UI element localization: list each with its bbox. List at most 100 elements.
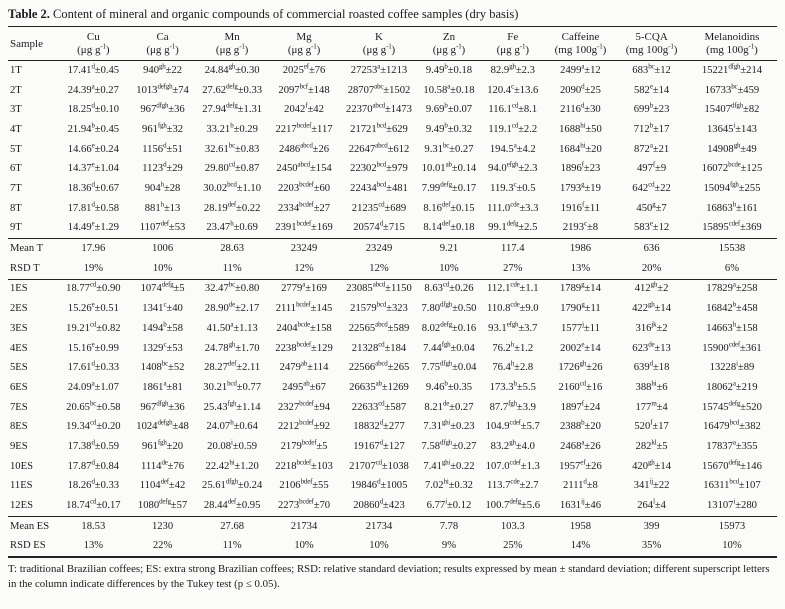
sample-label: 5T [10, 143, 22, 155]
cell: 15.16e±0.99 [67, 339, 119, 354]
cell: 940gh±22 [143, 62, 183, 76]
cell: 17.41d±0.45 [67, 62, 120, 76]
sample-label: 12ES [10, 500, 33, 512]
table-section: Mean T 17.96 1006 28.63 23249 23249 9.21 117.4 1… [8, 238, 777, 279]
cell: 2273bcdef±70 [277, 497, 331, 512]
cell: 16311bcd±107 [703, 477, 761, 492]
sample-label: 8ES [10, 421, 28, 433]
cell: 15538 [718, 243, 746, 255]
cell: 699b±23 [633, 101, 670, 116]
cell: 20.65bc±0.58 [66, 399, 121, 413]
cell: 113.7cde±2.7 [486, 477, 539, 492]
cell: 2327bcdef±94 [277, 399, 331, 413]
cell: 2097bcf±148 [278, 82, 330, 96]
cell: 341ij±22 [633, 477, 670, 492]
cell: 27.68 [220, 520, 245, 532]
cell: 24.78gh±1.70 [204, 339, 260, 354]
cell: 11% [222, 262, 242, 274]
table-row: 10ES 17.87d±0.84 1114de±76 22.42hi±1.20 2218… [8, 457, 777, 477]
cell: 15094fgh±255 [703, 180, 761, 195]
cell: 27% [503, 262, 523, 274]
cell: 18.53 [81, 520, 106, 532]
cell: 9.49b±0.32 [425, 121, 473, 135]
cell: 24.07h±0.64 [206, 418, 258, 433]
cell: 422gh±14 [632, 300, 672, 315]
cell: 623de±13 [632, 339, 671, 354]
cell: 1006 [151, 243, 174, 255]
cell: 1793g±19 [559, 180, 601, 195]
sample-label: 8T [10, 202, 22, 214]
cell: 24.84gh±0.30 [204, 62, 260, 76]
sample-label: 5ES [10, 362, 28, 374]
table-row: 2ES 15.26e±0.51 1341c±40 28.90de±2.17 2111bc… [8, 299, 777, 319]
cell: 2238bcdef±129 [275, 339, 333, 354]
cell: 2116d±30 [560, 101, 601, 116]
cell: 1329c±53 [142, 339, 183, 354]
sample-label: Mean ES [10, 520, 50, 532]
cell: 8.21de±0.27 [424, 399, 474, 413]
cell: 904h±28 [144, 180, 181, 195]
cell: 412gh±2 [634, 280, 669, 295]
cell: 961fgh±32 [142, 121, 184, 135]
cell: 1107def±53 [139, 219, 186, 234]
table-row: 7T 18.36d±0.67 904h±28 30.02bcd±1.10 2203bcd… [8, 179, 777, 199]
cell: 282kl±5 [635, 438, 668, 452]
cell: 1958 [569, 520, 592, 532]
cell: 21734 [365, 520, 393, 532]
cell: 33.21b±0.29 [206, 121, 258, 135]
cell: 16733bc±459 [704, 82, 760, 96]
column-header: Caffeine (mg 100g-1) [554, 31, 607, 56]
cell: 13% [83, 540, 104, 552]
table-row: 3T 18.25d±0.10 967dfgh±36 27.94defg±1.31 204… [8, 100, 777, 120]
sample-label: 7ES [10, 401, 28, 413]
cell: 20574d±715 [353, 219, 405, 234]
cell: 17829a±258 [706, 280, 758, 295]
cell: 110.8cde±9.0 [486, 300, 539, 315]
cell: 28.27def±2.11 [204, 359, 261, 374]
cell: 23085abcd±1150 [346, 280, 412, 295]
column-header: Ca (μg g-1) [146, 31, 179, 56]
cell: 316jk±2 [635, 320, 668, 334]
cell: 1986 [569, 243, 592, 255]
cell: 100.7defg±5.6 [485, 497, 541, 512]
cell: 116.1cd±8.1 [488, 101, 538, 116]
cell: 9% [441, 540, 457, 552]
cell: 22565abcd±589 [348, 320, 410, 334]
column-header: Mg (μg g-1) [287, 31, 321, 56]
cell: 1013defgh±74 [136, 82, 189, 96]
cell: 9.46b±0.35 [425, 379, 473, 393]
cell: 2468a±26 [560, 438, 601, 452]
cell: 93.1efgh±3.7 [488, 320, 538, 334]
cell: 30.02bcd±1.10 [203, 180, 261, 195]
cell: 21721bcd±629 [350, 121, 408, 135]
cell: 111.0cde±3.3 [487, 200, 539, 214]
cell: 2106bdef±55 [279, 477, 329, 492]
cell: 22434bcd±481 [350, 180, 408, 195]
cell: 14.37e±1.04 [67, 160, 119, 175]
cell: 1577j±11 [560, 320, 600, 334]
column-header: Zn (μg g-1) [432, 31, 466, 56]
table-row: 1ES 18.77cd±0.90 1074defg±5 32.47bc±0.80 277… [8, 279, 777, 299]
cell: 17.96 [81, 243, 106, 255]
cell: 9.31bc±0.27 [424, 141, 474, 155]
cell: 7.02hi±0.32 [424, 477, 473, 492]
cell: 13107i±280 [706, 497, 757, 512]
table-row: 11ES 18.26d±0.33 1104def±42 25.61dfgh±0.24 2… [8, 476, 777, 496]
cell: 9.69b±0.07 [425, 101, 473, 116]
cell: 1957ef±26 [559, 458, 602, 472]
cell: 14.66e±0.24 [67, 141, 119, 155]
cell: 13% [570, 262, 591, 274]
cell: 25.43fgh±1.14 [203, 399, 261, 413]
table-row: RSD T 19% 10% 11% 12% 12% 10% 27% 13% 20% 6% [8, 259, 777, 279]
cell: 18.77cd±0.90 [66, 280, 121, 295]
cell: 12% [294, 262, 314, 274]
column-header: Sample [10, 37, 43, 50]
sample-label: 4T [10, 123, 22, 135]
cell: 25% [503, 540, 523, 552]
cell: 1114de±76 [141, 458, 185, 472]
sample-label: 1ES [10, 283, 28, 295]
cell: 19% [83, 262, 104, 274]
cell: 7.78 [439, 520, 459, 532]
sample-label: 9ES [10, 440, 28, 452]
cell: 76.4h±2.8 [492, 359, 534, 374]
